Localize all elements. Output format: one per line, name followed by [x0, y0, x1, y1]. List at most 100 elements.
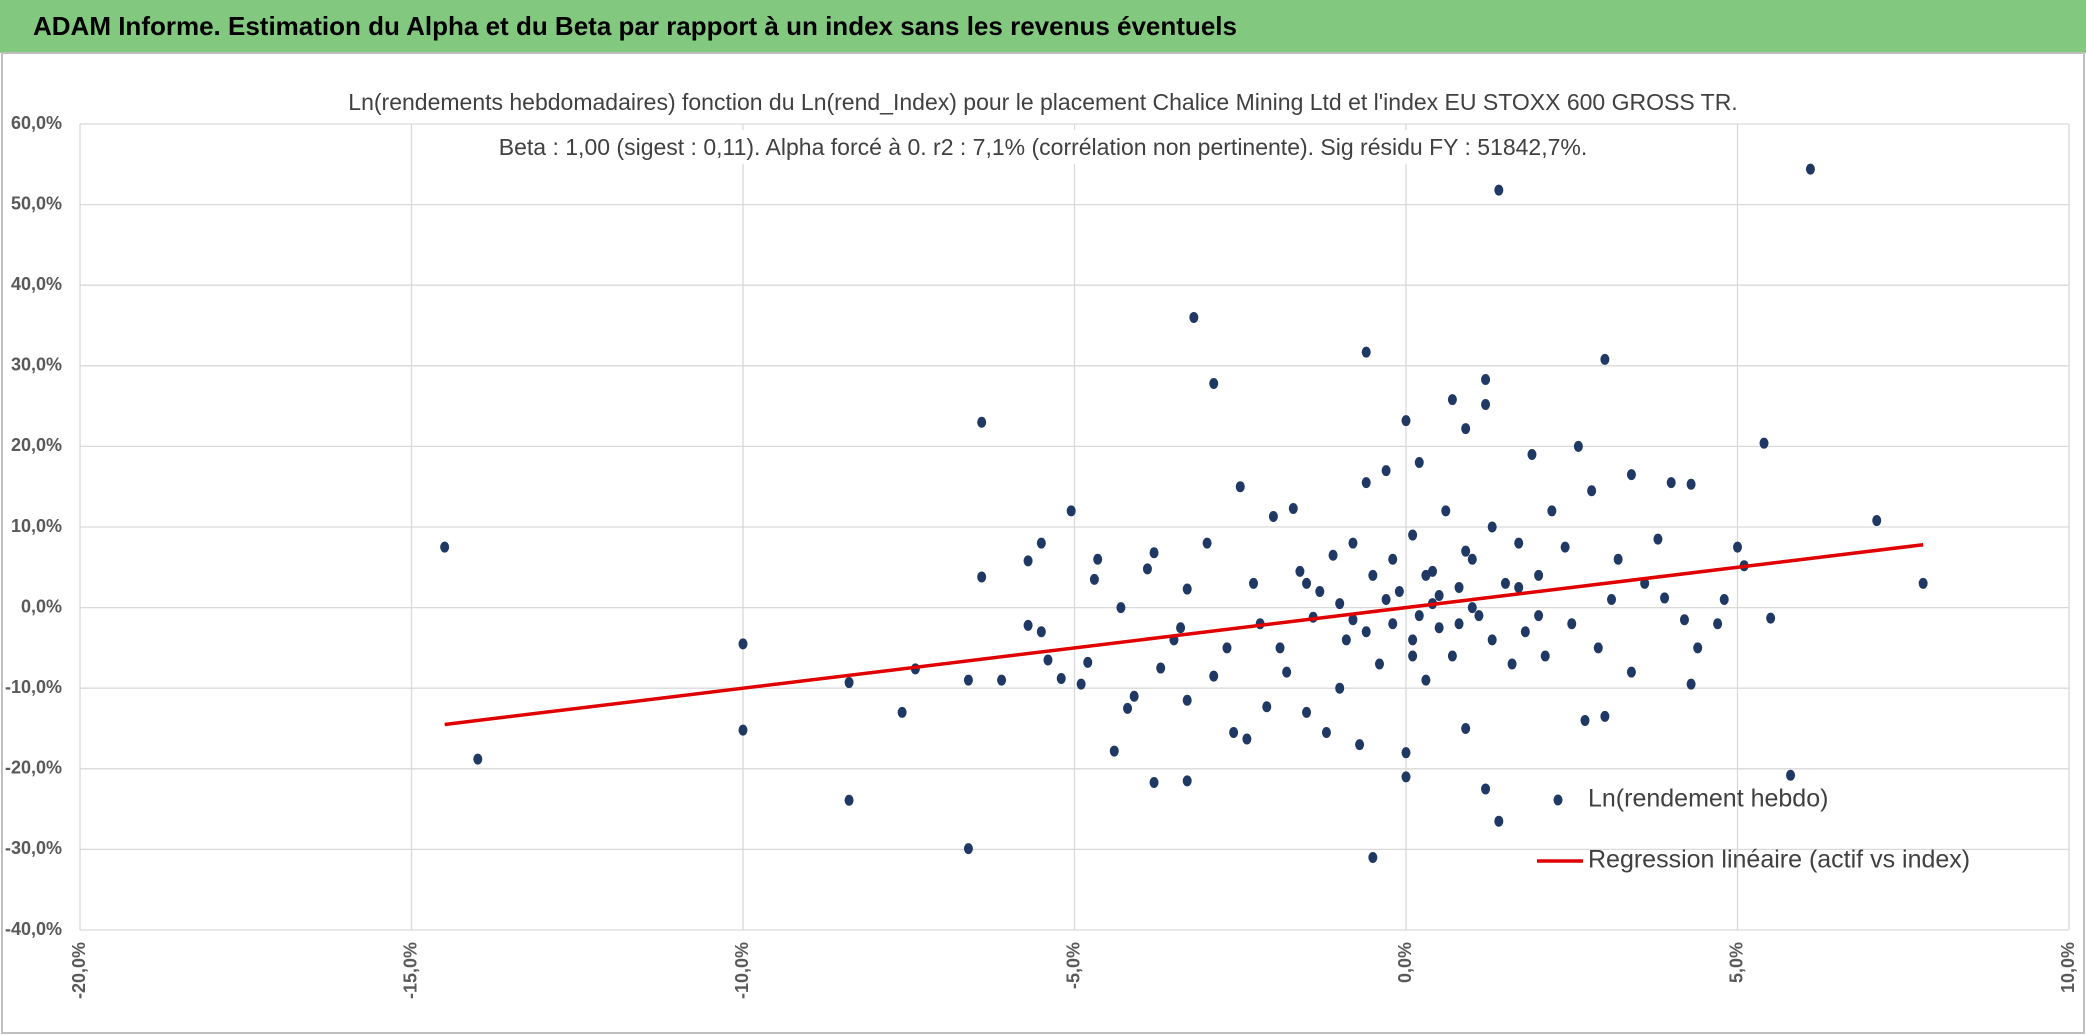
scatter-point [1500, 577, 1510, 589]
scatter-point [977, 416, 987, 428]
scatter-point [1388, 618, 1398, 630]
scatter-point [1288, 502, 1298, 514]
x-tick-label: -5,0% [1063, 942, 1083, 989]
scatter-point [1282, 666, 1292, 678]
scatter-point [1494, 184, 1504, 196]
scatter-point [1733, 541, 1742, 553]
legend-marker [1553, 794, 1563, 806]
scatter-point [977, 571, 987, 583]
scatter-point [1093, 553, 1103, 565]
scatter-point [1626, 469, 1636, 481]
scatter-point [1679, 614, 1689, 626]
scatter-point [1321, 727, 1331, 739]
scatter-point [1786, 769, 1796, 781]
y-tick-label: -40,0% [5, 919, 62, 939]
scatter-point [1408, 650, 1418, 662]
scatter-point [1262, 701, 1272, 713]
scatter-point [1805, 163, 1815, 175]
scatter-point [1447, 650, 1457, 662]
y-tick-label: -20,0% [5, 758, 62, 778]
scatter-point [1142, 563, 1152, 575]
scatter-point [1766, 612, 1776, 624]
scatter-point [1222, 642, 1232, 654]
scatter-point [1401, 771, 1411, 783]
scatter-point [1481, 398, 1491, 410]
scatter-point [1381, 594, 1391, 606]
x-tick-label: 5,0% [1726, 942, 1746, 983]
x-tick-label: 10,0% [2058, 942, 2078, 993]
scatter-point [1381, 465, 1391, 477]
scatter-point [1368, 851, 1378, 863]
scatter-point [1461, 723, 1471, 734]
scatter-point [1580, 714, 1590, 726]
scatter-point [1328, 549, 1338, 561]
scatter-point [963, 843, 973, 855]
scatter-point [1043, 654, 1053, 666]
scatter-point [1540, 650, 1550, 662]
scatter-point [1587, 485, 1597, 497]
scatter-point [1355, 739, 1365, 751]
scatter-point [1613, 553, 1623, 565]
scatter-point [1686, 678, 1696, 690]
scatter-point [1428, 565, 1438, 577]
scatter-point [1189, 311, 1199, 323]
x-tick-label: -15,0% [400, 942, 420, 999]
scatter-point [1361, 626, 1371, 638]
scatter-point [1176, 622, 1186, 634]
x-tick-label: -10,0% [732, 942, 752, 999]
chart-title: Ln(rendements hebdomadaires) fonction du… [348, 89, 1737, 115]
scatter-point [1713, 618, 1723, 630]
scatter-point [1560, 541, 1570, 553]
scatter-point [1653, 533, 1663, 545]
scatter-point [1414, 610, 1424, 622]
scatter-point [1872, 515, 1882, 527]
scatter-point [738, 638, 748, 650]
scatter-point [1388, 553, 1398, 565]
scatter-point [1361, 477, 1371, 489]
scatter-point [1434, 622, 1444, 634]
y-tick-label: 20,0% [11, 435, 62, 455]
scatter-point [1209, 378, 1219, 390]
y-tick-label: 60,0% [11, 113, 62, 133]
scatter-point [1036, 626, 1046, 638]
scatter-point [1123, 702, 1133, 714]
scatter-point [1335, 598, 1345, 610]
scatter-point [1414, 457, 1424, 469]
scatter-point [1447, 394, 1457, 406]
scatter-point [1083, 656, 1093, 668]
scatter-point [1481, 783, 1491, 795]
scatter-point [1686, 478, 1696, 490]
scatter-point [1182, 775, 1192, 787]
scatter-point [1401, 415, 1411, 427]
scatter-point [1567, 618, 1577, 630]
scatter-point [1494, 815, 1504, 827]
y-tick-label: 50,0% [11, 193, 62, 213]
scatter-point [1693, 642, 1703, 654]
scatter-point [1918, 577, 1928, 589]
scatter-point [1341, 634, 1351, 646]
scatter-point [1116, 602, 1126, 614]
scatter-point [1534, 610, 1544, 622]
scatter-point [1408, 634, 1418, 646]
y-tick-label: -10,0% [5, 677, 62, 697]
scatter-point [1593, 642, 1603, 654]
scatter-point [1268, 511, 1278, 523]
scatter-point [844, 677, 854, 689]
scatter-point [1302, 577, 1312, 589]
scatter-point [1295, 565, 1305, 577]
scatter-point [1600, 710, 1610, 722]
title-background [490, 130, 1596, 165]
regression-line [444, 542, 1924, 727]
scatter-point [1408, 529, 1418, 541]
title-background [340, 85, 1746, 120]
scatter-point [897, 706, 907, 718]
chart-title: Beta : 1,00 (sigest : 0,11). Alpha forcé… [499, 134, 1587, 160]
scatter-point [1573, 440, 1583, 452]
scatter-point [1275, 642, 1285, 654]
scatter-point [1487, 521, 1497, 533]
scatter-point [1023, 555, 1033, 567]
scatter-point [738, 724, 748, 736]
scatter-point [1759, 437, 1769, 449]
y-tick-label: 0,0% [21, 596, 62, 616]
